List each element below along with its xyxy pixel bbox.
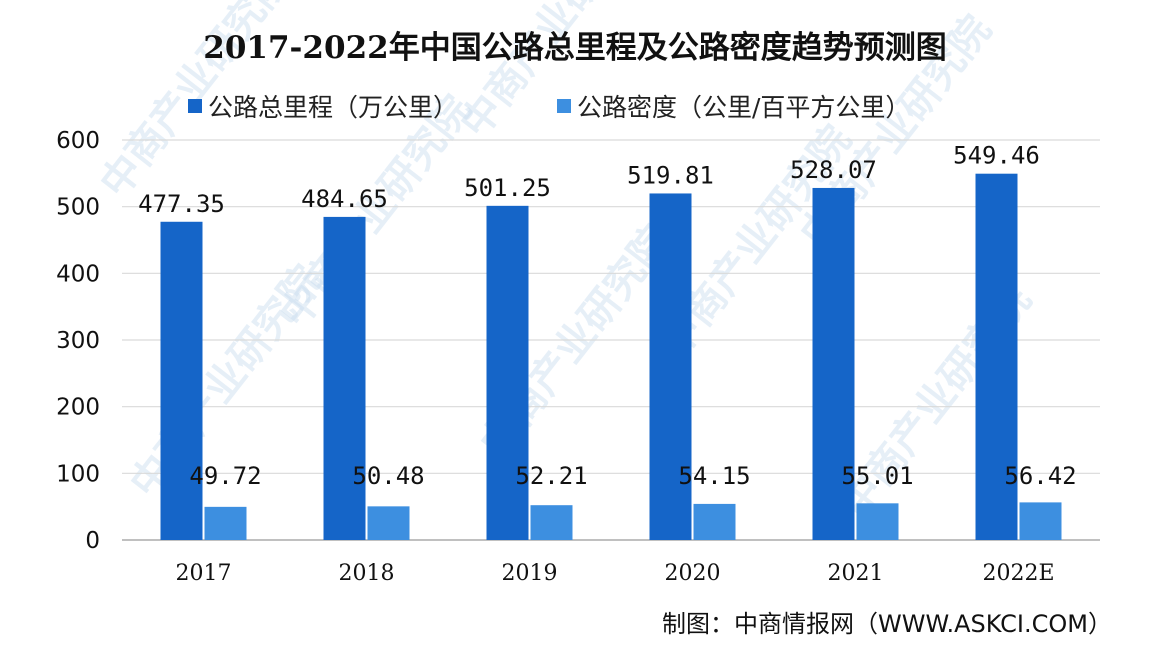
bar-total-mileage — [323, 216, 366, 540]
bar-total-mileage — [812, 187, 855, 540]
y-tick-label: 300 — [56, 328, 100, 354]
data-label: 55.01 — [841, 462, 913, 490]
bars: 477.35 49.72 484.65 50.48 501.25 52.21 519.81 5… — [138, 142, 1077, 541]
chart-title: 2017-2022年中国公路总里程及公路密度趋势预测图 — [203, 30, 946, 66]
y-axis: 0 100 200 300 400 500 600 — [56, 128, 100, 554]
source-note: 制图：中商情报网（WWW.ASKCI.COM） — [662, 610, 1112, 638]
data-label: 528.07 — [790, 156, 877, 184]
legend-swatch — [557, 99, 571, 113]
data-label: 549.46 — [953, 142, 1040, 170]
bar-density — [530, 505, 573, 540]
bar-density — [1019, 502, 1062, 540]
x-tick-label: 2021 — [828, 561, 884, 586]
x-tick-label: 2018 — [339, 561, 395, 586]
y-tick-label: 100 — [56, 461, 100, 487]
x-tick-label: 2020 — [665, 561, 721, 586]
bar-total-mileage — [160, 221, 203, 540]
data-label: 49.72 — [189, 462, 261, 490]
legend-label: 公路总里程（万公里） — [208, 93, 458, 122]
data-label: 501.25 — [464, 174, 551, 202]
legend-swatch — [188, 99, 202, 113]
bar-total-mileage — [649, 193, 692, 540]
y-tick-label: 0 — [85, 528, 100, 554]
bar-total-mileage — [486, 205, 529, 541]
data-label: 519.81 — [627, 161, 714, 189]
data-label: 56.42 — [1004, 462, 1076, 490]
bar-density — [204, 506, 247, 540]
bar-density — [367, 506, 410, 540]
data-label: 52.21 — [515, 462, 587, 490]
bar-density — [856, 503, 899, 540]
y-tick-label: 500 — [56, 195, 100, 221]
x-tick-label: 2022E — [982, 561, 1054, 586]
bar-total-mileage — [975, 173, 1018, 540]
legend: 公路总里程（万公里） 公路密度（公里/百平方公里） — [188, 93, 910, 122]
watermark-text: 中商产业研究院 — [452, 0, 661, 146]
y-tick-label: 600 — [56, 128, 100, 154]
bar-density — [693, 503, 736, 540]
data-label: 477.35 — [138, 190, 225, 218]
x-tick-label: 2019 — [502, 561, 558, 586]
gridlines — [122, 139, 1100, 541]
y-tick-label: 400 — [56, 261, 100, 287]
x-axis: 2017 2018 2019 2020 2021 2022E — [176, 561, 1055, 586]
y-tick-label: 200 — [56, 395, 100, 421]
data-label: 54.15 — [678, 462, 750, 490]
data-label: 484.65 — [301, 185, 388, 213]
legend-label: 公路密度（公里/百平方公里） — [577, 93, 910, 122]
x-tick-label: 2017 — [176, 561, 232, 586]
data-label: 50.48 — [352, 462, 424, 490]
